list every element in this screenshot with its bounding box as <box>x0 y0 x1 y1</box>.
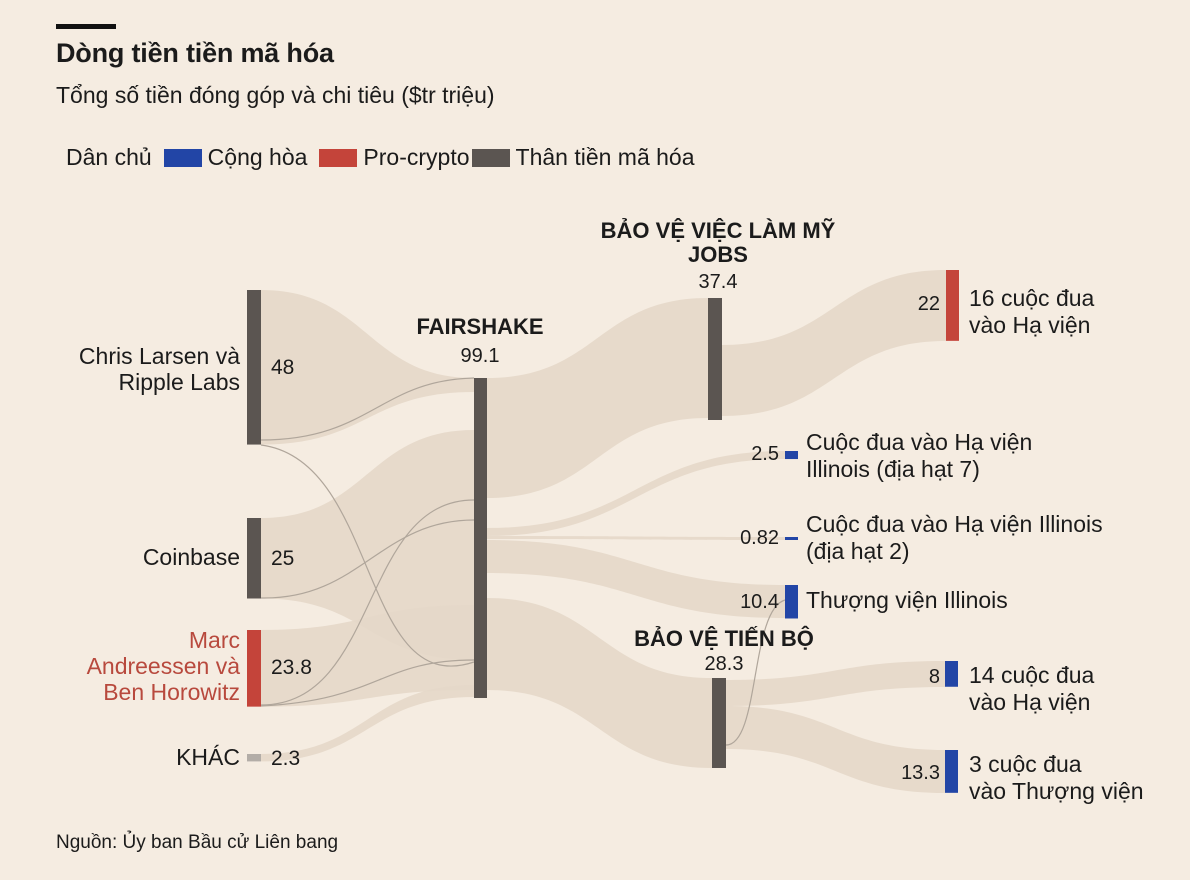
chart-title: Dòng tiền tiền mã hóa <box>56 38 334 68</box>
node-label-jobs: BẢO VỆ VIỆC LÀM MỸ <box>601 218 836 243</box>
flow-fairshake-il7 <box>487 451 785 536</box>
node-label-senate3: vào Thượng viện <box>969 778 1144 804</box>
legend-label-than-tien-ma-hoa: Thân tiền mã hóa <box>515 144 695 170</box>
legend-swatch-procrypto <box>471 148 510 167</box>
node-bar-jobs <box>708 298 722 420</box>
flow-khac-fairshake <box>261 685 474 762</box>
legend-label-republican: Cộng hòa <box>207 144 308 170</box>
title-rule <box>56 24 116 29</box>
node-bar-house16 <box>946 270 959 341</box>
node-value-house14: 8 <box>929 666 940 688</box>
flow-coinbase-fairshake <box>261 430 474 660</box>
flow-line-larsen-top <box>260 377 475 441</box>
node-value-ilsen: 10.4 <box>740 591 779 613</box>
flow-tienbo-house14 <box>726 661 945 706</box>
node-bar-tienbo <box>712 678 726 768</box>
node-layer <box>247 270 959 793</box>
node-label-a16z: Ben Horowitz <box>103 679 240 705</box>
node-label-larsen: Chris Larsen và <box>79 343 240 369</box>
node-bar-khac <box>247 754 261 762</box>
node-bar-ilsen <box>785 585 798 619</box>
node-bar-il2 <box>785 537 798 540</box>
node-label-il2: (địa hạt 2) <box>806 538 910 564</box>
source-note: Nguồn: Ủy ban Bầu cử Liên bang <box>56 832 339 853</box>
node-value-khac: 2.3 <box>271 747 300 770</box>
node-label-fairshake: FAIRSHAKE <box>416 314 543 339</box>
node-value-senate3: 13.3 <box>901 762 940 784</box>
node-bar-coinbase <box>247 518 261 599</box>
node-value-il2: 0.82 <box>740 527 779 549</box>
legend-swatch-democrat <box>163 148 202 167</box>
node-bar-senate3 <box>945 750 958 793</box>
flow-fairshake-jobs <box>487 298 708 498</box>
node-bar-larsen <box>247 290 261 445</box>
node-label-coinbase: Coinbase <box>143 544 240 570</box>
node-label-house16: vào Hạ viện <box>969 312 1090 338</box>
node-label-senate3: 3 cuộc đua <box>969 751 1082 777</box>
flow-jobs-house16 <box>722 270 946 416</box>
flow-fairshake-tienbo <box>487 598 712 768</box>
node-label-tienbo: BẢO VỆ TIẾN BỘ <box>634 626 814 651</box>
node-label-il7: Illinois (địa hạt 7) <box>806 456 980 482</box>
node-label-ilsen: Thượng viện Illinois <box>806 587 1008 613</box>
node-label-a16z: Andreessen và <box>87 653 241 679</box>
flow-line-tienbo-ilsen <box>725 599 786 746</box>
flow-tienbo-senate3 <box>726 706 945 793</box>
node-value-fairshake: 99.1 <box>461 345 500 367</box>
node-bar-fairshake <box>474 378 487 698</box>
node-bar-il7 <box>785 451 798 460</box>
legend: Dân chủ Cộng hòa Pro-crypto Thân tiền mã… <box>66 144 695 171</box>
node-label-a16z: Marc <box>189 627 240 653</box>
flow-fairshake-ilsen <box>487 540 785 618</box>
node-label-house14: 14 cuộc đua <box>969 662 1095 688</box>
node-value-il7: 2.5 <box>751 443 779 465</box>
flow-line-a16z-cross <box>260 499 475 706</box>
flow-larsen-fairshake <box>261 290 474 445</box>
node-label-house14: vào Hạ viện <box>969 689 1090 715</box>
node-value-house16: 22 <box>918 293 940 315</box>
node-value-tienbo: 28.3 <box>705 653 744 675</box>
node-value-a16z: 23.8 <box>271 656 312 679</box>
node-label-larsen: Ripple Labs <box>119 369 240 395</box>
node-label-il2: Cuộc đua vào Hạ viện Illinois <box>806 511 1103 537</box>
legend-label-democrat: Dân chủ <box>66 144 152 170</box>
flow-layer <box>260 270 946 793</box>
flow-line-coinbase-cross <box>260 519 475 599</box>
flow-a16z-fairshake <box>261 605 474 707</box>
flow-fairshake-il2 <box>487 536 785 540</box>
node-bar-house14 <box>945 661 958 687</box>
node-value-coinbase: 25 <box>271 547 294 570</box>
node-value-jobs: 37.4 <box>699 271 738 293</box>
flow-line-a16z-low <box>260 659 475 707</box>
node-label-jobs: JOBS <box>688 242 748 267</box>
node-value-larsen: 48 <box>271 356 294 379</box>
node-label-house16: 16 cuộc đua <box>969 285 1095 311</box>
chart-subtitle: Tổng số tiền đóng góp và chi tiêu ($tr t… <box>56 82 495 108</box>
legend-swatch-republican <box>319 148 358 167</box>
node-label-il7: Cuộc đua vào Hạ viện <box>806 429 1032 455</box>
legend-label-procrypto: Pro-crypto <box>363 144 470 170</box>
node-label-khac: KHÁC <box>176 744 240 770</box>
node-bar-a16z <box>247 630 261 707</box>
